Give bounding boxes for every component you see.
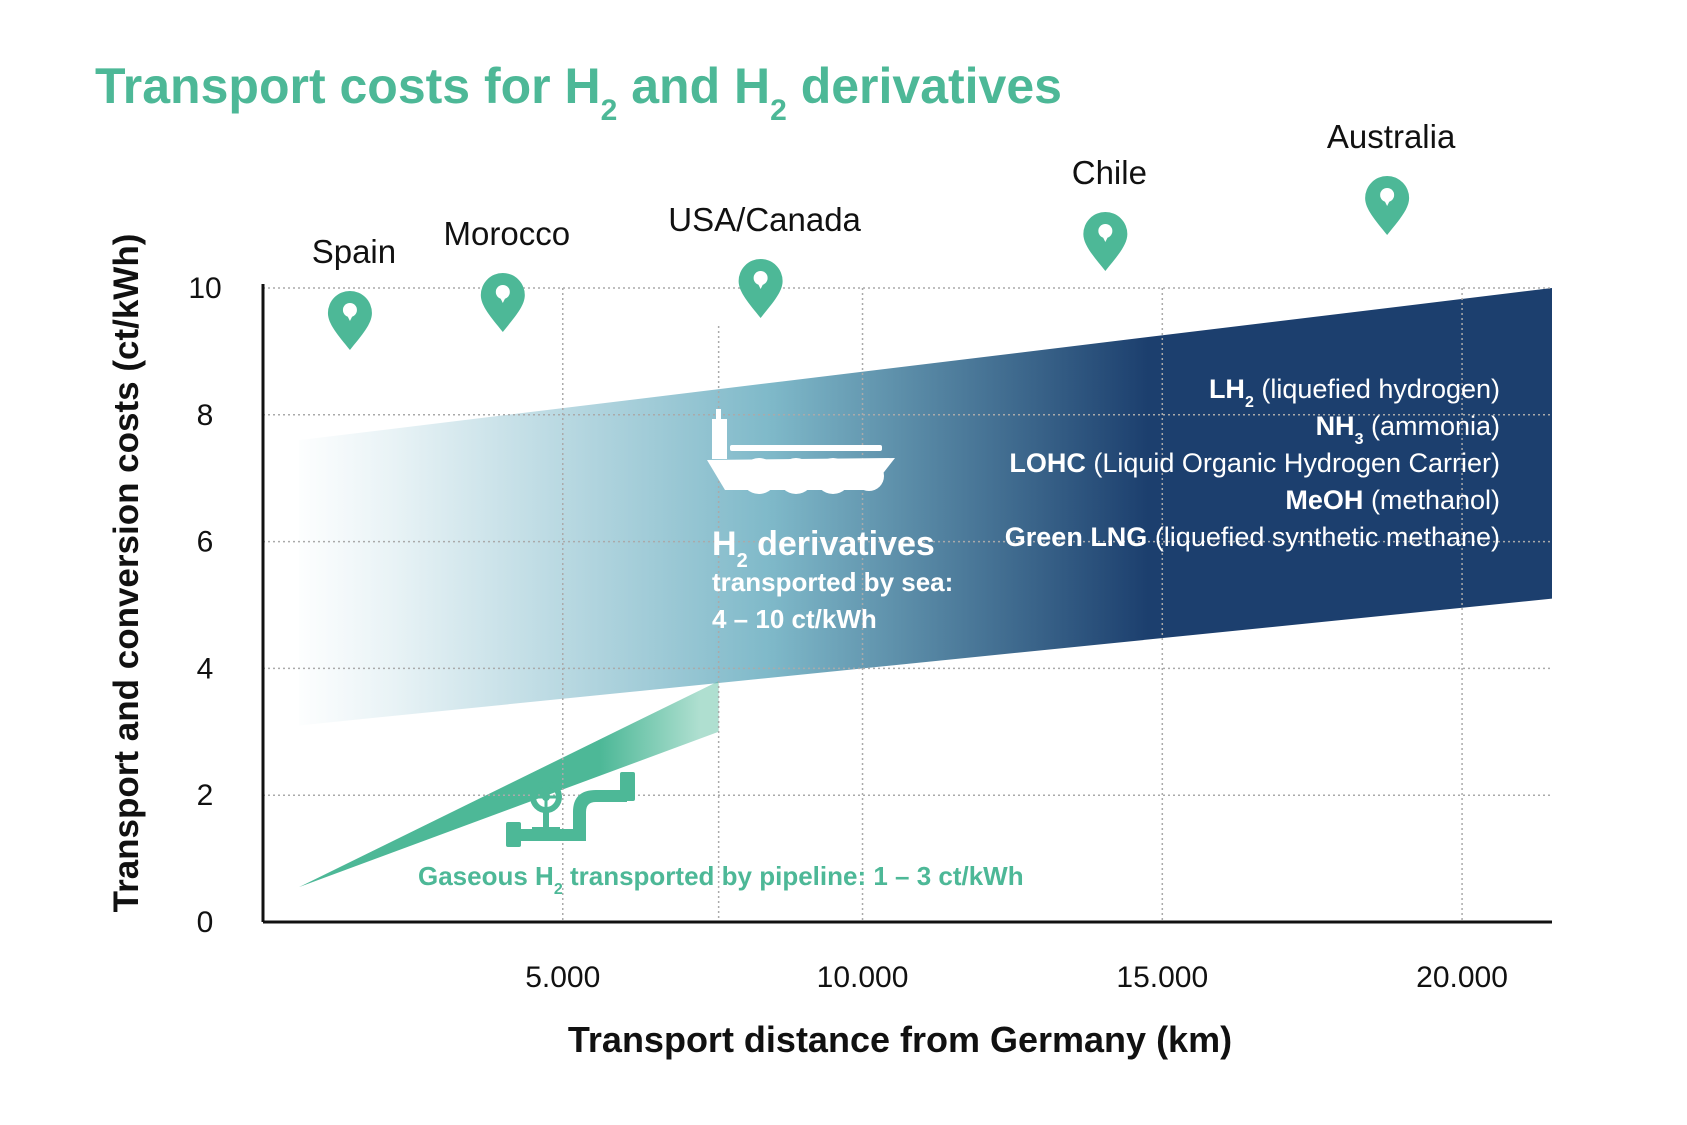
pipeline-valve-icon (506, 772, 635, 847)
y-tick-label: 8 (197, 399, 214, 432)
sea-line-2: transported by sea: (712, 567, 953, 597)
grid-layer (263, 287, 1552, 922)
pipeline-wedge (298, 681, 719, 888)
axis-layer: 0 2 4 6 8 10 5.000 10.000 15.000 20.000 (188, 272, 1552, 994)
location-pin: Spain (312, 233, 396, 350)
ship-icon (707, 409, 895, 494)
pipeline-label: Gaseous H2 transported by pipeline: 1 – … (418, 861, 1024, 898)
y-tick-label: 2 (197, 779, 214, 812)
series-layer (298, 288, 1552, 888)
sea-band (298, 288, 1552, 726)
derivative-item: Green LNG (liquefied synthetic methane) (1005, 522, 1500, 552)
sea-title-h: H (712, 525, 737, 563)
pin-dot-tail (756, 281, 765, 289)
y-axis-label: Transport and conversion costs (ct/kWh) (107, 234, 146, 913)
derivative-item: NH3 (ammonia) (1316, 411, 1500, 448)
title-part-3: derivatives (787, 58, 1062, 114)
location-pin: Morocco (444, 215, 571, 332)
title-sub-1: 2 (601, 94, 618, 127)
x-axis-label: Transport distance from Germany (km) (568, 1019, 1232, 1060)
y-tick-label: 4 (197, 652, 214, 685)
y-tick-label: 6 (197, 526, 214, 559)
sea-line-3: 4 – 10 ct/kWh (712, 604, 877, 634)
location-label: Chile (1072, 154, 1147, 191)
pin-dot-tail (498, 295, 507, 303)
derivatives-list: LH2 (liquefied hydrogen)NH3 (ammonia)LOH… (1005, 374, 1500, 552)
location-label: USA/Canada (668, 201, 861, 238)
sea-title-sub: 2 (737, 550, 748, 572)
derivative-item: LH2 (liquefied hydrogen) (1209, 374, 1500, 411)
sea-title-rest: derivatives (748, 525, 935, 563)
title-sub-2: 2 (770, 94, 787, 127)
location-label: Morocco (444, 215, 571, 252)
derivative-item: MeOH (methanol) (1285, 485, 1500, 515)
pin-dot-tail (1383, 198, 1392, 206)
x-tick-label: 10.000 (817, 961, 909, 994)
location-pin: USA/Canada (668, 201, 862, 318)
x-tick-label: 20.000 (1416, 961, 1508, 994)
derivative-item: LOHC (Liquid Organic Hydrogen Carrier) (1009, 448, 1500, 478)
pipeline-post: transported by pipeline: 1 – 3 ct/kWh (563, 861, 1024, 891)
location-label: Australia (1327, 118, 1456, 155)
pipeline-sub: 2 (554, 881, 563, 898)
x-tick-label: 5.000 (525, 961, 600, 994)
pipeline-pre: Gaseous H (418, 861, 554, 891)
title-part-1: Transport costs for H (95, 58, 601, 114)
y-tick-label: 0 (197, 906, 214, 939)
y-tick-label: 10 (188, 272, 221, 305)
location-label: Spain (312, 233, 396, 270)
sea-title: H2 derivatives (712, 525, 935, 572)
pin-dot-tail (1101, 234, 1110, 242)
pin-dot-tail (345, 313, 354, 321)
location-pins: Spain Morocco USA/Canada Chile Australia (312, 118, 1456, 350)
location-pin: Australia (1327, 118, 1456, 235)
location-pin: Chile (1072, 154, 1147, 271)
x-tick-label: 15.000 (1116, 961, 1208, 994)
title-part-2: and H (617, 58, 770, 114)
chart-title: Transport costs for H2 and H2 derivative… (95, 58, 1062, 127)
